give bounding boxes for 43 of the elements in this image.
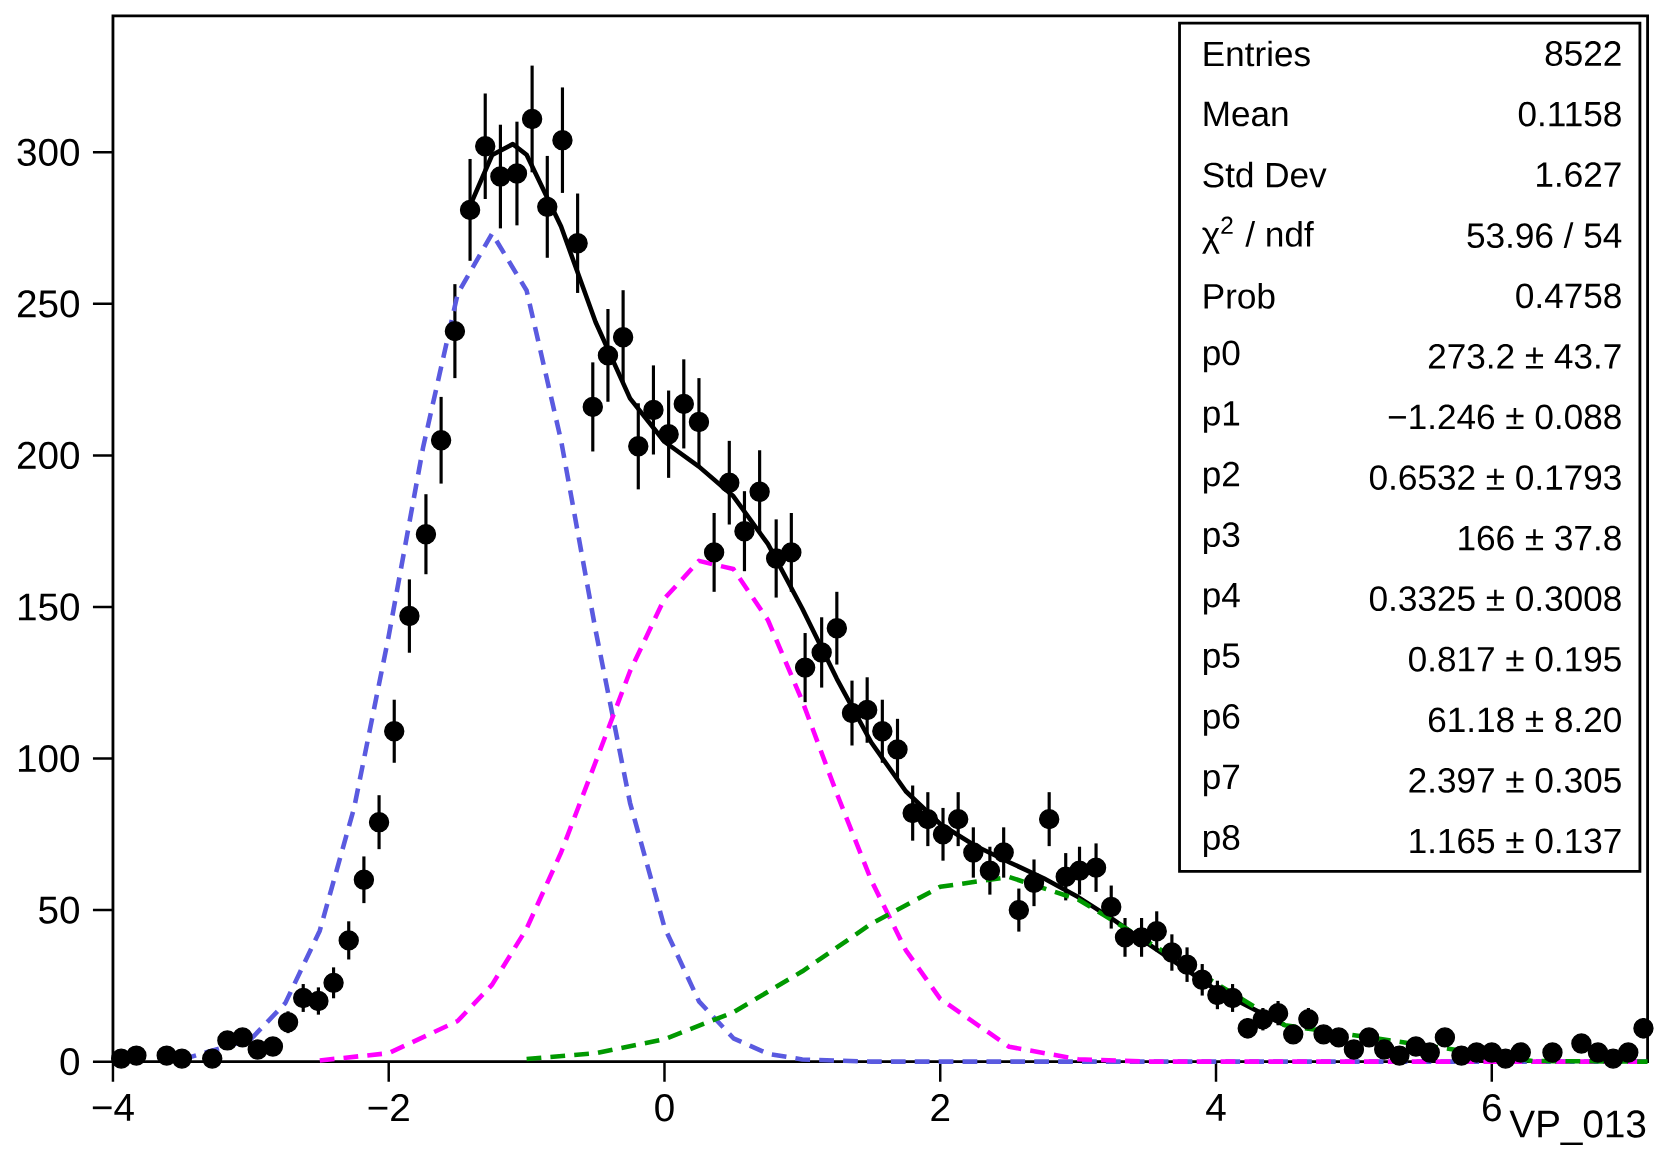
y-tick-label: 250 xyxy=(17,290,79,318)
annotation: 273.2 ± 43.7 xyxy=(1428,344,1621,369)
annotation: 1.627 xyxy=(1537,162,1621,188)
annotation: 0.3325 ± 0.3008 xyxy=(1369,586,1621,612)
annotation: p0 xyxy=(1203,340,1240,373)
annotation: Mean xyxy=(1204,101,1288,127)
line-series xyxy=(524,874,1650,1064)
annotation: 0.817 ± 0.195 xyxy=(1409,646,1621,672)
annotation: 0.6532 ± 0.1793 xyxy=(1369,465,1621,491)
annotation: χ$^{2}$ / ndf xyxy=(1202,216,1314,254)
x-axis-title: VP_013 xyxy=(1509,1110,1646,1146)
annotation: p3 xyxy=(1203,522,1240,555)
annotation: 0.4758 xyxy=(1516,283,1621,309)
x-tick-label: 0 xyxy=(655,1094,674,1122)
annotation: 8522 xyxy=(1545,41,1621,67)
x-tick-label: −4 xyxy=(92,1094,134,1121)
annotation: p8 xyxy=(1203,825,1240,857)
annotation: Std Dev xyxy=(1203,161,1327,188)
annotation: p5 xyxy=(1203,643,1240,676)
annotation: 0.1158 xyxy=(1518,101,1621,127)
annotation: Prob xyxy=(1204,283,1275,309)
x-tick-label: −2 xyxy=(368,1094,409,1122)
annotation: p2 xyxy=(1203,461,1240,494)
annotation: p1 xyxy=(1203,401,1240,433)
x-tick-label: 4 xyxy=(1206,1094,1226,1121)
annotation: 53.96 / 54 xyxy=(1467,222,1622,249)
y-tick-label: 300 xyxy=(17,138,79,167)
y-tick-label: 100 xyxy=(18,744,79,773)
annotation: p7 xyxy=(1203,764,1240,797)
y-tick-label: 150 xyxy=(18,593,79,621)
annotation: 61.18 ± 8.20 xyxy=(1428,707,1621,733)
annotation: 1.165 ± 0.137 xyxy=(1410,828,1621,854)
annotation: Entries xyxy=(1204,40,1310,67)
x-tick-label: 2 xyxy=(931,1094,950,1122)
y-tick-label: 200 xyxy=(17,441,79,470)
annotation: p6 xyxy=(1203,704,1240,736)
annotation: 166 ± 37.8 xyxy=(1459,525,1621,551)
annotation: −1.246 ± 0.088 xyxy=(1388,404,1621,430)
y-tick-label: 0 xyxy=(60,1048,79,1076)
y-tick-label: 50 xyxy=(39,896,79,924)
x-tick-label: 6 xyxy=(1483,1094,1501,1122)
annotation: p4 xyxy=(1203,583,1240,615)
annotation: 2.397 ± 0.305 xyxy=(1409,768,1621,793)
